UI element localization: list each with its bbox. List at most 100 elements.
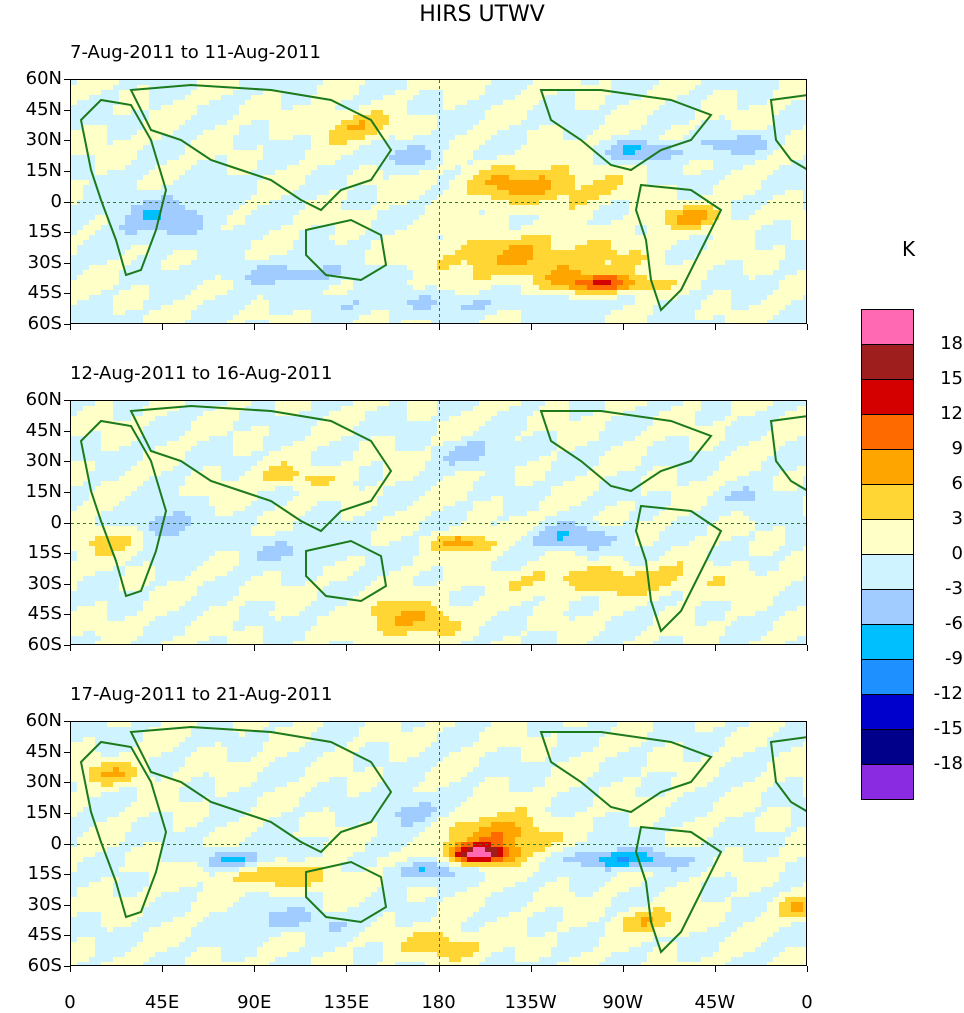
field-cell — [533, 155, 540, 161]
field-cell — [101, 110, 108, 116]
field-cell — [599, 200, 606, 206]
field-cell — [719, 95, 726, 101]
field-cell — [245, 145, 252, 151]
field-cell — [341, 135, 348, 141]
field-cell — [335, 165, 342, 171]
field-cell — [299, 250, 306, 256]
field-cell — [641, 105, 648, 111]
field-cell — [761, 95, 768, 101]
field-cell — [413, 220, 420, 226]
field-cell — [119, 135, 126, 141]
field-cell — [179, 230, 186, 236]
field-cell — [251, 95, 258, 101]
field-cell — [377, 110, 384, 116]
field-cell — [83, 130, 90, 136]
field-cell — [611, 245, 618, 251]
field-cell — [575, 155, 582, 161]
field-cell — [485, 275, 492, 281]
field-cell — [467, 185, 474, 191]
field-cell — [95, 150, 102, 156]
field-cell — [95, 230, 102, 236]
field-cell — [155, 165, 162, 171]
field-cell — [203, 260, 210, 266]
field-cell — [581, 165, 588, 171]
field-cell — [173, 205, 180, 211]
field-cell — [407, 145, 414, 151]
field-cell — [587, 130, 594, 136]
field-cell — [95, 235, 102, 241]
field-cell — [731, 185, 738, 191]
field-cell — [671, 145, 678, 151]
field-cell — [161, 200, 168, 206]
field-cell — [275, 90, 282, 96]
field-cell — [725, 160, 732, 166]
field-cell — [539, 265, 546, 271]
field-cell — [635, 270, 642, 276]
field-cell — [221, 80, 228, 86]
field-cell — [569, 135, 576, 141]
field-cell — [251, 80, 258, 86]
field-cell — [419, 85, 426, 91]
field-cell — [701, 145, 708, 151]
field-cell — [257, 275, 264, 281]
field-cell — [257, 185, 264, 191]
field-cell — [323, 95, 330, 101]
field-cell — [173, 140, 180, 146]
field-cell — [83, 235, 90, 241]
field-cell — [173, 120, 180, 126]
field-cell — [197, 185, 204, 191]
field-cell — [611, 265, 618, 271]
field-cell — [263, 255, 270, 261]
field-cell — [299, 140, 306, 146]
field-cell — [461, 245, 468, 251]
field-cell — [437, 95, 444, 101]
field-cell — [497, 115, 504, 121]
field-cell — [695, 130, 702, 136]
field-cell — [521, 215, 528, 221]
field-cell — [395, 220, 402, 226]
field-cell — [305, 160, 312, 166]
field-cell — [389, 165, 396, 171]
field-cell — [449, 250, 456, 256]
field-cell — [305, 120, 312, 126]
field-cell — [335, 245, 342, 251]
field-cell — [725, 275, 732, 281]
field-cell — [767, 125, 774, 131]
field-cell — [269, 270, 276, 276]
field-cell — [275, 270, 282, 276]
field-cell — [713, 100, 720, 106]
field-cell — [275, 195, 282, 201]
field-cell — [551, 215, 558, 221]
field-cell — [167, 260, 174, 266]
field-cell — [317, 265, 324, 271]
field-cell — [617, 270, 624, 276]
field-cell — [227, 140, 234, 146]
field-cell — [125, 125, 132, 131]
field-cell — [713, 150, 720, 156]
field-cell — [179, 145, 186, 151]
field-cell — [713, 80, 720, 86]
field-cell — [239, 80, 246, 86]
field-cell — [509, 220, 516, 226]
field-cell — [413, 205, 420, 211]
field-cell — [275, 165, 282, 171]
field-cell — [509, 80, 516, 86]
field-cell — [425, 245, 432, 251]
field-cell — [83, 80, 90, 86]
field-cell — [695, 120, 702, 126]
field-cell — [95, 180, 102, 186]
field-cell — [389, 235, 396, 241]
field-cell — [185, 165, 192, 171]
field-cell — [275, 235, 282, 241]
field-cell — [701, 130, 708, 136]
field-cell — [209, 185, 216, 191]
field-cell — [389, 175, 396, 181]
field-cell — [773, 250, 780, 256]
panel-1-label: 7-Aug-2011 to 11-Aug-2011 — [70, 42, 321, 63]
field-cell — [191, 225, 198, 231]
field-cell — [785, 250, 792, 256]
field-cell — [155, 115, 162, 121]
field-cell — [689, 215, 696, 221]
field-cell — [155, 105, 162, 111]
field-cell — [161, 155, 168, 161]
